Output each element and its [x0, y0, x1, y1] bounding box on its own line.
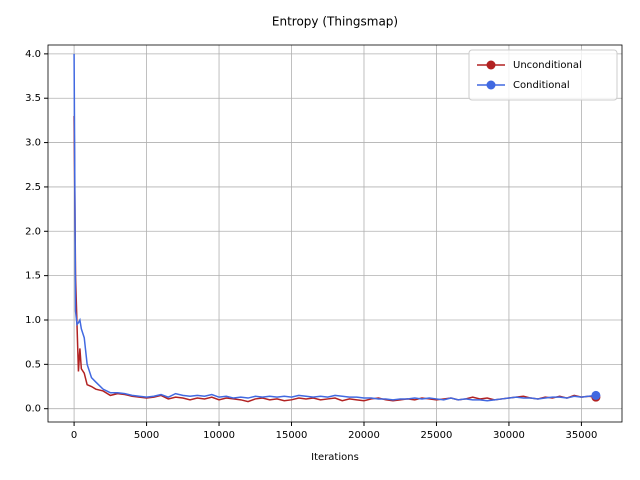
chart-title: Entropy (Thingsmap) — [272, 15, 398, 29]
x-tick-label: 10000 — [203, 430, 235, 441]
x-tick-label: 35000 — [566, 430, 598, 441]
legend: Unconditional Conditional — [468, 49, 618, 101]
y-tick-label: 3.0 — [25, 138, 41, 149]
y-tick-label: 2.0 — [25, 226, 41, 237]
legend-box — [468, 49, 618, 101]
legend-marker — [486, 80, 496, 90]
end-marker — [591, 390, 601, 400]
y-tick-label: 3.5 — [25, 93, 41, 104]
y-tick-label: 1.0 — [25, 315, 41, 326]
y-tick-label: 1.5 — [25, 271, 41, 282]
legend-label: Conditional — [513, 80, 570, 91]
x-tick-label: 20000 — [348, 430, 380, 441]
legend-label: Unconditional — [513, 60, 582, 71]
x-tick-label: 5000 — [134, 430, 159, 441]
x-tick-label: 0 — [71, 430, 77, 441]
plot-frame — [47, 44, 623, 423]
x-tick-label: 15000 — [276, 430, 308, 441]
x-tick-label: 25000 — [421, 430, 453, 441]
x-tick-label: 30000 — [493, 430, 525, 441]
x-axis-label: Iterations — [311, 452, 359, 463]
legend-marker — [486, 60, 496, 70]
y-tick-label: 2.5 — [25, 182, 41, 193]
y-tick-label: 0.5 — [25, 359, 41, 370]
series-line — [73, 53, 597, 402]
y-tick-label: 4.0 — [25, 49, 41, 60]
series-line — [73, 115, 597, 403]
y-tick-label: 0.0 — [25, 404, 41, 415]
